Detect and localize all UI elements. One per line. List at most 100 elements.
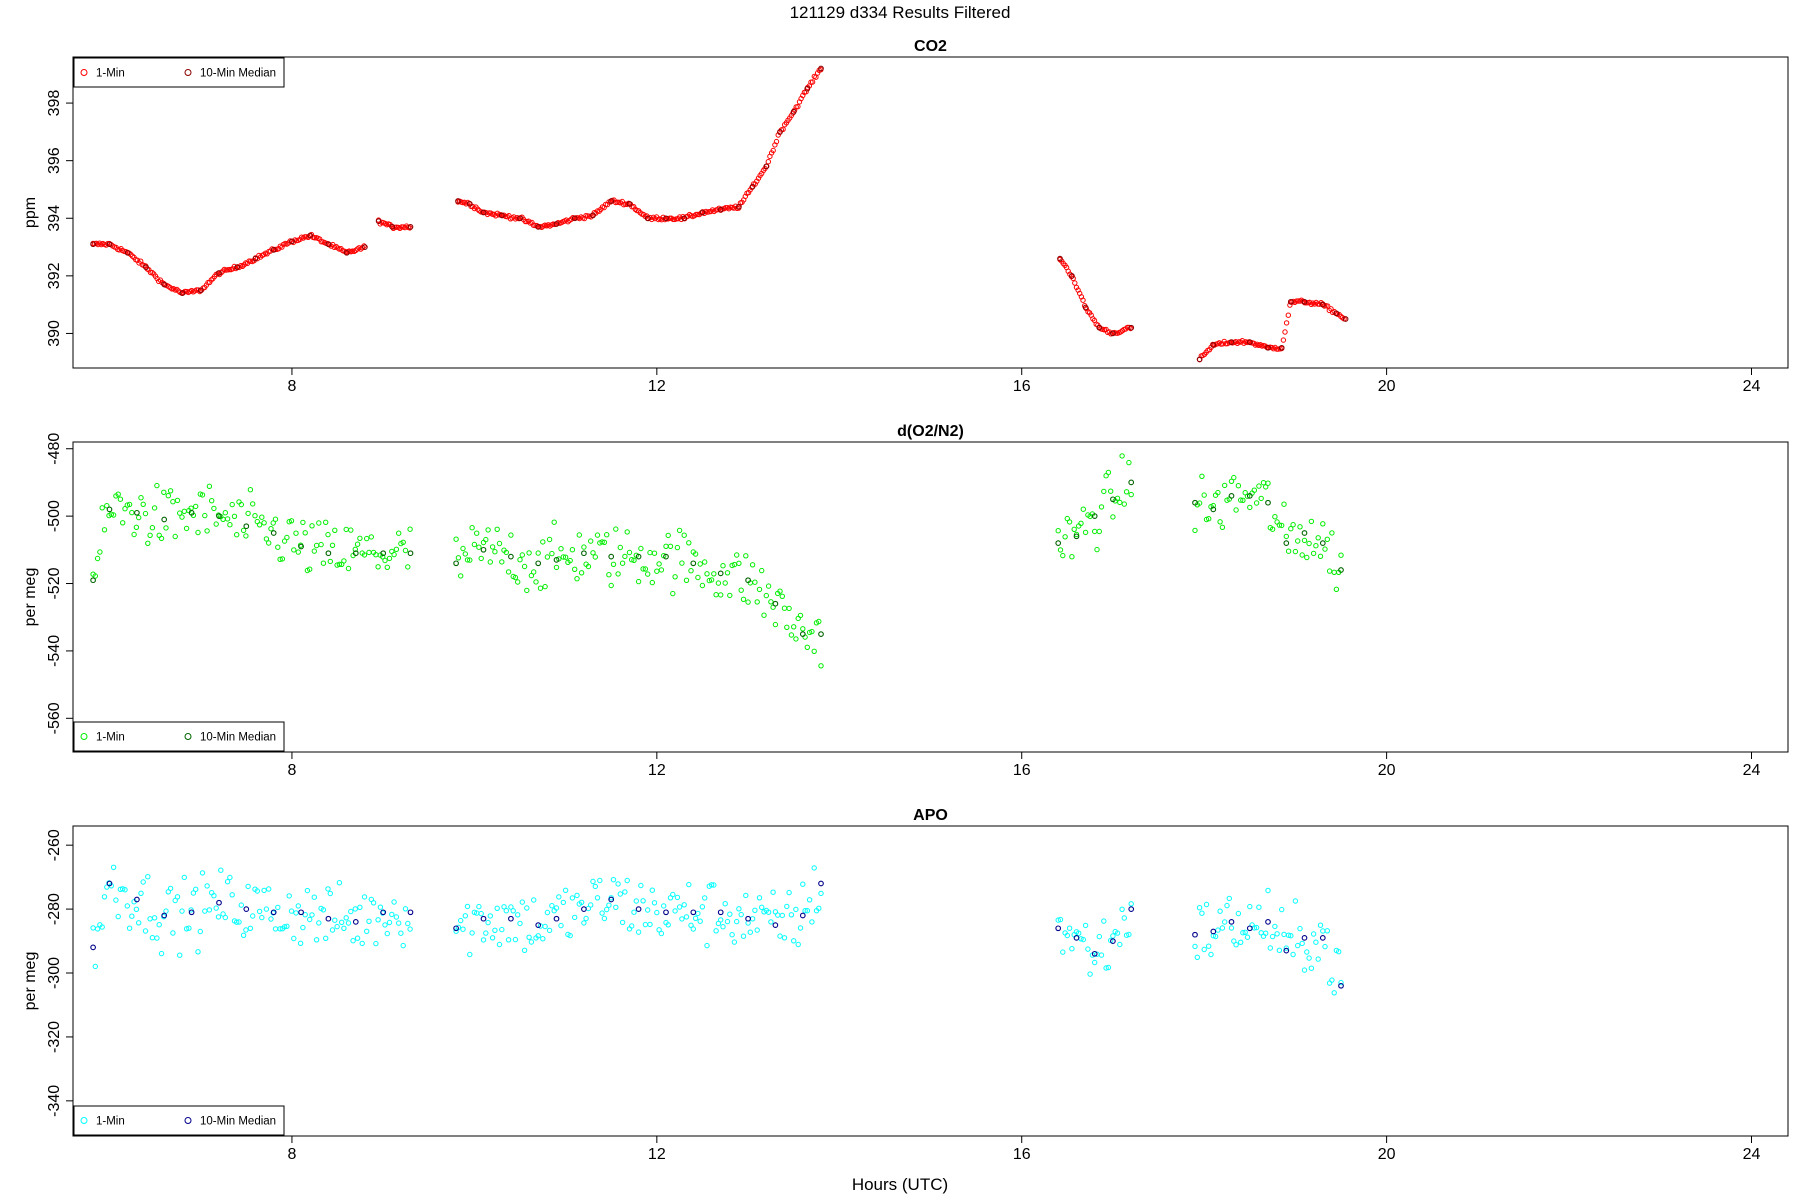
data-point-1-min [1234,340,1241,346]
data-point-1-min [163,525,169,531]
data-point-1-min [692,551,699,557]
data-point-10-min-median [480,915,487,922]
data-point-1-min [608,582,614,589]
data-point-1-min [1217,519,1223,525]
data-point-10-min-median [375,218,382,224]
data-point-10-min-median [325,550,332,557]
data-point-1-min [186,925,192,931]
data-point-10-min-median [161,516,168,523]
data-point-10-min-median [325,241,332,248]
data-point-1-min [140,501,146,507]
data-point-1-min [670,891,676,898]
data-point-1-min [633,898,639,904]
data-point-1-min [619,560,626,566]
data-point-1-min [197,928,204,935]
data-point-1-min [234,532,240,538]
data-point-1-min [400,942,406,949]
data-point-1-min [1066,519,1073,525]
data-point-1-min [1313,939,1319,945]
data-point-1-min [163,908,169,914]
data-point-1-min [172,897,178,904]
data-point-1-min [483,930,489,936]
data-point-10-min-median [1073,533,1080,540]
data-point-1-min [396,920,402,926]
data-point-1-min [391,899,397,905]
legend-label-1-min: 1-Min [96,68,125,80]
y-tick-label: -520 [46,567,63,599]
data-point-1-min [281,924,288,930]
data-point-1-min [243,927,249,933]
data-point-1-min [329,927,336,933]
data-point-1-min [590,550,596,556]
data-point-1-min [227,874,233,881]
data-point-10-min-median [243,523,250,530]
series-1-min [90,67,1347,363]
data-point-1-min [517,557,523,563]
y-tick-label: -320 [46,1021,63,1053]
data-point-1-min [540,936,546,942]
data-point-1-min [594,532,601,538]
x-tick-label: 12 [648,1146,666,1163]
data-point-1-min [508,532,514,538]
data-point-1-min [640,898,646,904]
data-point-1-min [124,903,131,909]
panel-title: APO [913,807,948,824]
data-point-10-min-median [717,570,724,577]
data-point-1-min [722,205,729,211]
data-point-1-min [788,912,795,918]
data-point-1-min [715,580,722,586]
data-point-1-min [206,483,213,489]
data-point-10-min-median [581,906,587,912]
data-point-1-min [672,908,678,914]
legend-label-1-min: 1-Min [96,1116,125,1128]
data-point-1-min [1272,514,1278,520]
data-point-1-min [631,557,637,563]
data-point-1-min [316,520,322,526]
data-point-1-min [544,909,551,916]
data-point-1-min [359,940,365,947]
data-point-10-min-median [1210,928,1217,935]
data-point-1-min [642,921,649,928]
data-point-1-min [213,521,219,527]
data-point-1-min [1085,946,1091,952]
data-point-1-min [1226,895,1233,902]
y-tick-label: -260 [46,829,63,861]
data-point-1-min [386,919,393,926]
data-point-10-min-median [1096,324,1103,331]
data-point-1-min [1233,942,1239,948]
data-point-1-min [239,263,246,269]
data-point-1-min [706,577,712,584]
data-point-1-min [786,889,792,896]
data-point-1-min [170,930,176,936]
data-point-1-min [768,599,774,605]
data-point-10-min-median [1110,496,1116,503]
data-point-1-min [405,920,411,927]
data-point-1-min [108,511,115,517]
data-point-1-min [1317,553,1324,559]
data-point-1-min [259,514,265,520]
data-point-1-min [1128,901,1134,907]
data-point-1-min [1210,502,1217,509]
data-point-10-min-median [1196,356,1203,363]
data-point-1-min [665,922,671,928]
data-point-1-min [1117,499,1123,506]
data-point-1-min [496,941,503,948]
data-point-1-min [94,926,101,932]
data-point-1-min [254,888,260,894]
data-point-10-min-median [407,909,414,916]
data-point-1-min [592,883,598,890]
data-point-1-min [540,539,546,545]
data-point-1-min [814,70,821,76]
data-point-1-min [773,138,780,145]
data-point-1-min [204,883,210,889]
data-point-1-min [377,904,384,910]
data-point-1-min [1098,504,1105,510]
data-point-10-min-median [745,915,751,922]
data-point-1-min [553,905,560,911]
data-point-1-min [455,555,462,561]
data-point-10-min-median [745,577,751,584]
data-point-1-min [384,564,390,570]
data-point-1-min [729,932,735,938]
data-point-1-min [275,544,281,550]
